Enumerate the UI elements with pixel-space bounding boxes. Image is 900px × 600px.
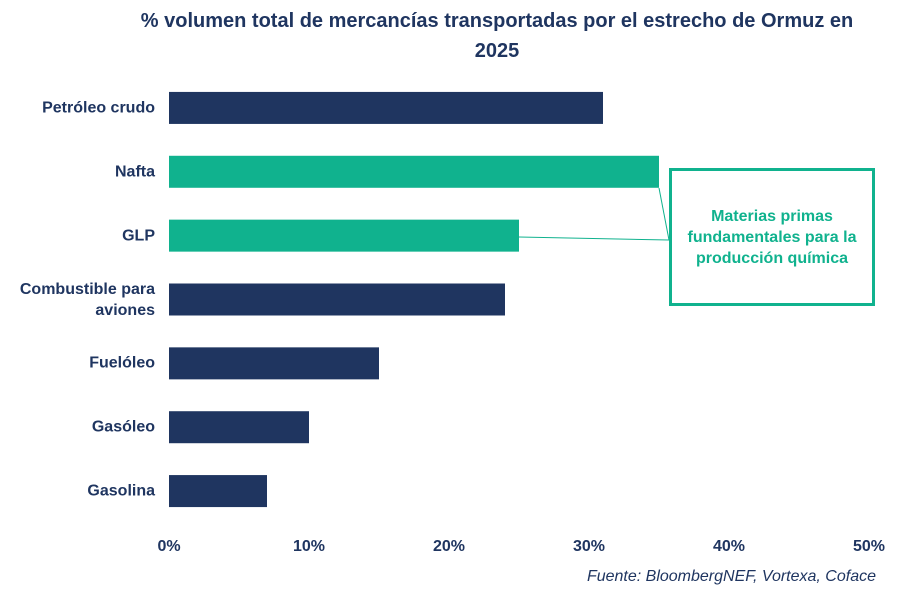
bar: [169, 283, 505, 316]
x-tick-label: 40%: [712, 538, 746, 555]
connector: [518, 236, 670, 241]
bar: [169, 155, 659, 188]
x-tick-label: 20%: [432, 538, 466, 555]
y-tick-label: Petróleo crudo: [42, 99, 155, 117]
y-tick-label: Nafta: [114, 163, 155, 181]
annotation: Materias primas fundamentales para la pr…: [669, 168, 875, 306]
y-tick-label: Gasolina: [87, 482, 155, 500]
bar: [169, 475, 267, 508]
x-tick-label: 50%: [852, 538, 886, 555]
bar: [169, 91, 603, 124]
y-tick-label: Combustible para aviones: [19, 280, 155, 319]
bar: [169, 347, 379, 380]
y-tick-label: GLP: [122, 227, 155, 245]
x-tick-label: 30%: [572, 538, 606, 555]
y-tick-label: Fuelóleo: [89, 354, 155, 372]
y-tick-label: Gasóleo: [91, 418, 155, 436]
source: Fuente: BloombergNEF, Vortexa, Coface: [586, 568, 876, 585]
bar: [169, 411, 309, 444]
connector: [658, 187, 670, 241]
x-tick-label: 10%: [292, 538, 326, 555]
bar: [169, 219, 519, 252]
x-tick-label: 0%: [157, 538, 181, 555]
chart-title: % volumen total de mercancías transporta…: [140, 10, 854, 62]
